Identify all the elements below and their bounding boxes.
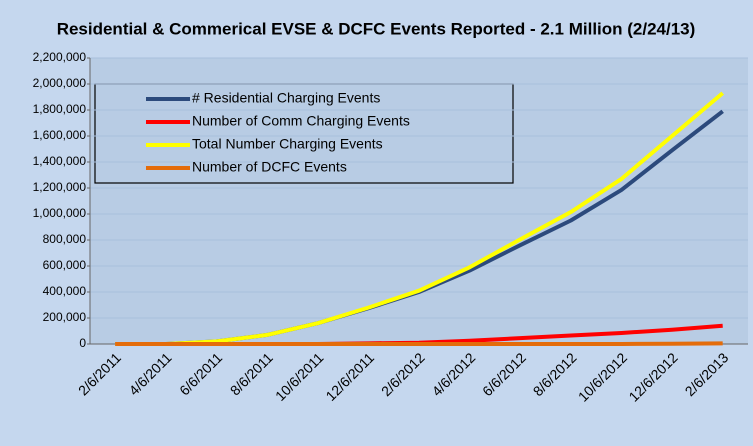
y-tick-label: 1,800,000: [33, 102, 87, 116]
legend-label: Number of DCFC Events: [192, 159, 347, 175]
y-tick-label: 200,000: [43, 310, 87, 324]
series-line: [115, 91, 724, 346]
legend-label: Total Number Charging Events: [192, 136, 383, 152]
y-tick-label: 1,200,000: [33, 180, 87, 194]
y-tick-label: 2,200,000: [33, 50, 87, 64]
y-tick-label: 400,000: [43, 284, 87, 298]
legend-label: # Residential Charging Events: [192, 90, 380, 106]
plot-area: [90, 58, 748, 344]
y-tick-label: 1,400,000: [33, 154, 87, 168]
y-tick-label: 800,000: [43, 232, 87, 246]
y-tick-label: 1,000,000: [33, 206, 87, 220]
y-tick-label: 2,000,000: [33, 76, 87, 90]
chart-title: Residential & Commerical EVSE & DCFC Eve…: [57, 19, 696, 38]
y-tick-label: 1,600,000: [33, 128, 87, 142]
y-tick-label: 0: [79, 336, 86, 350]
legend-label: Number of Comm Charging Events: [192, 113, 410, 129]
y-tick-label: 600,000: [43, 258, 87, 272]
series-line: [115, 341, 723, 346]
